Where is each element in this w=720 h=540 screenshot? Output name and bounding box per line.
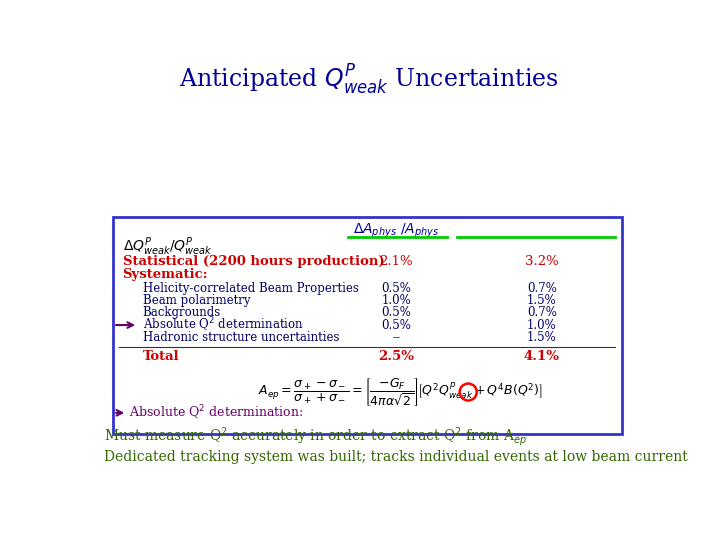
Text: Statistical (2200 hours production): Statistical (2200 hours production) xyxy=(122,255,384,268)
FancyBboxPatch shape xyxy=(113,217,621,434)
Text: 1.0%: 1.0% xyxy=(527,319,557,332)
Text: 2.1%: 2.1% xyxy=(379,255,413,268)
Text: Dedicated tracking system was built; tracks individual events at low beam curren: Dedicated tracking system was built; tra… xyxy=(104,450,688,464)
Text: 3.2%: 3.2% xyxy=(525,255,559,268)
Text: 4.1%: 4.1% xyxy=(524,350,560,363)
Text: $A_{ep} = \dfrac{\sigma_+ - \sigma_-}{\sigma_+ + \sigma_-} = \left[\dfrac{-G_F}{: $A_{ep} = \dfrac{\sigma_+ - \sigma_-}{\s… xyxy=(258,376,542,408)
Text: Absolute Q$^2$ determination:: Absolute Q$^2$ determination: xyxy=(129,404,303,422)
Text: 1.0%: 1.0% xyxy=(382,294,411,307)
Text: 1.5%: 1.5% xyxy=(527,331,557,344)
Text: 1.5%: 1.5% xyxy=(527,294,557,307)
Text: Backgrounds: Backgrounds xyxy=(143,306,221,319)
Text: 0.5%: 0.5% xyxy=(381,306,411,319)
Text: Beam polarimetry: Beam polarimetry xyxy=(143,294,251,307)
Text: Total: Total xyxy=(143,350,179,363)
Text: Systematic:: Systematic: xyxy=(122,268,208,281)
Text: $\Delta A_{phys}\ /A_{phys}$: $\Delta A_{phys}\ /A_{phys}$ xyxy=(353,221,439,240)
Text: Must measure Q$^2$ accurately in order to extract Q$^2$ from A$_{ep}$: Must measure Q$^2$ accurately in order t… xyxy=(104,426,527,448)
Text: 0.7%: 0.7% xyxy=(527,306,557,319)
Text: 0.5%: 0.5% xyxy=(381,319,411,332)
Text: Hadronic structure uncertainties: Hadronic structure uncertainties xyxy=(143,331,339,344)
Text: 0.7%: 0.7% xyxy=(527,281,557,295)
Text: Anticipated $\mathit{Q}^{\mathit{P}}_{\mathit{weak}}$ Uncertainties: Anticipated $\mathit{Q}^{\mathit{P}}_{\m… xyxy=(179,62,559,97)
Text: Absolute Q$^2$ determination: Absolute Q$^2$ determination xyxy=(143,316,304,334)
Text: --: -- xyxy=(392,331,400,344)
Text: 0.5%: 0.5% xyxy=(381,281,411,295)
Text: Helicity-correlated Beam Properties: Helicity-correlated Beam Properties xyxy=(143,281,359,295)
Text: 2.5%: 2.5% xyxy=(378,350,414,363)
Text: $\Delta Q^P_{weak}/Q^P_{weak}$: $\Delta Q^P_{weak}/Q^P_{weak}$ xyxy=(122,235,212,258)
